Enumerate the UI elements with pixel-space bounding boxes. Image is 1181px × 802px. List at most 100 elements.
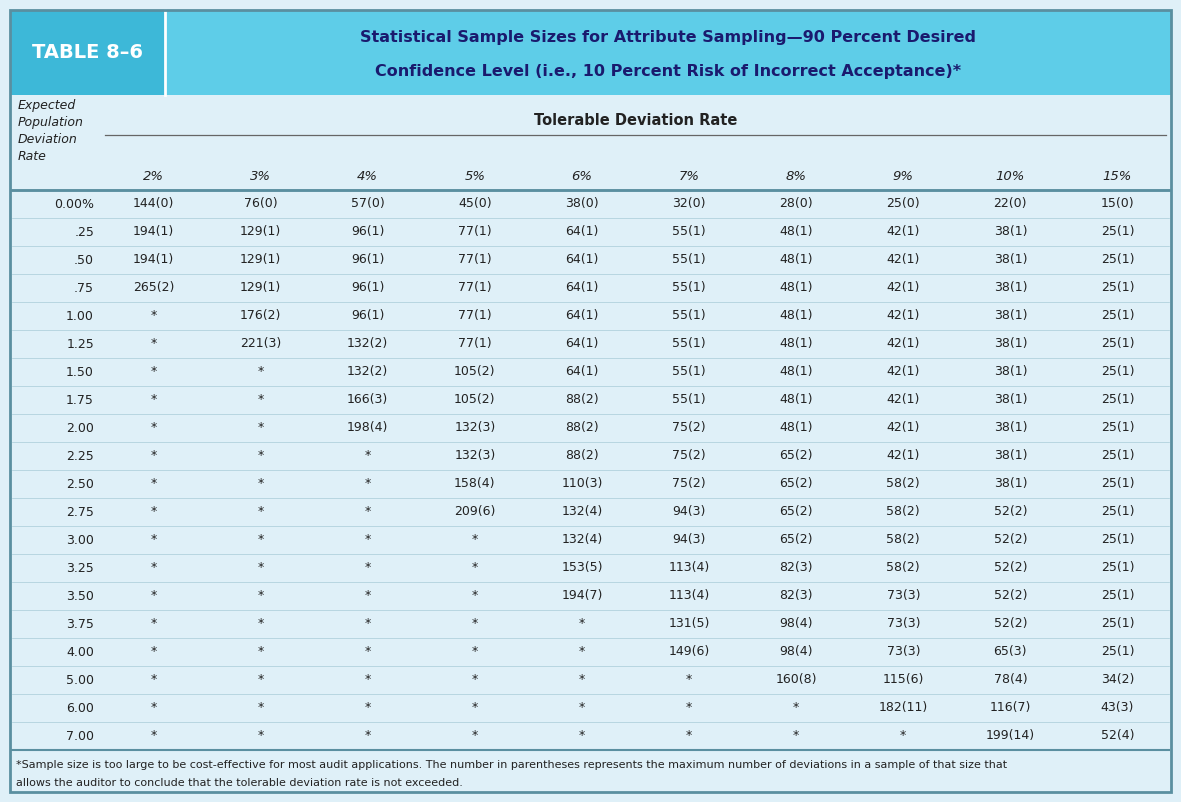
- Text: 25(1): 25(1): [1101, 310, 1134, 322]
- Text: 42(1): 42(1): [887, 449, 920, 463]
- Text: *: *: [471, 561, 478, 574]
- Text: 129(1): 129(1): [240, 225, 281, 238]
- Text: *: *: [365, 702, 371, 715]
- Text: *: *: [257, 646, 263, 658]
- Text: *: *: [471, 533, 478, 546]
- Text: *: *: [150, 338, 157, 350]
- Text: 76(0): 76(0): [243, 197, 278, 210]
- Text: 64(1): 64(1): [566, 282, 599, 294]
- Text: *: *: [365, 533, 371, 546]
- Text: 25(1): 25(1): [1101, 422, 1134, 435]
- Text: 209(6): 209(6): [455, 505, 496, 519]
- Text: *: *: [365, 589, 371, 602]
- Text: 3.00: 3.00: [66, 533, 94, 546]
- Text: 38(1): 38(1): [993, 310, 1027, 322]
- Text: *: *: [365, 449, 371, 463]
- Bar: [9, 10, 165, 95]
- Text: 55(1): 55(1): [672, 310, 706, 322]
- Text: *: *: [257, 449, 263, 463]
- Text: 82(3): 82(3): [779, 561, 813, 574]
- Text: 176(2): 176(2): [240, 310, 281, 322]
- Text: 96(1): 96(1): [351, 253, 385, 266]
- Text: 77(1): 77(1): [458, 253, 491, 266]
- Text: 25(1): 25(1): [1101, 449, 1134, 463]
- Text: 28(0): 28(0): [779, 197, 813, 210]
- Text: 199(14): 199(14): [986, 730, 1035, 743]
- Text: 105(2): 105(2): [455, 366, 496, 379]
- Text: 132(3): 132(3): [455, 422, 496, 435]
- Text: *: *: [150, 561, 157, 574]
- Text: 42(1): 42(1): [887, 310, 920, 322]
- Text: 2.50: 2.50: [66, 477, 94, 491]
- Text: 38(1): 38(1): [993, 253, 1027, 266]
- Text: 182(11): 182(11): [879, 702, 928, 715]
- Text: *: *: [579, 646, 585, 658]
- Text: 65(2): 65(2): [779, 533, 813, 546]
- Text: 55(1): 55(1): [672, 225, 706, 238]
- Text: 115(6): 115(6): [882, 674, 924, 687]
- Text: *: *: [257, 702, 263, 715]
- Text: 48(1): 48(1): [779, 366, 813, 379]
- Text: 64(1): 64(1): [566, 338, 599, 350]
- Text: 75(2): 75(2): [672, 449, 706, 463]
- Text: 5%: 5%: [464, 169, 485, 183]
- Text: *: *: [686, 674, 692, 687]
- Text: *: *: [686, 730, 692, 743]
- Text: 8%: 8%: [785, 169, 807, 183]
- Text: 64(1): 64(1): [566, 225, 599, 238]
- Text: 3%: 3%: [250, 169, 272, 183]
- Text: 88(2): 88(2): [566, 394, 599, 407]
- Text: Tolerable Deviation Rate: Tolerable Deviation Rate: [534, 113, 737, 128]
- Text: *: *: [365, 730, 371, 743]
- Text: 116(7): 116(7): [990, 702, 1031, 715]
- Text: *: *: [257, 366, 263, 379]
- Text: 32(0): 32(0): [672, 197, 706, 210]
- Text: 58(2): 58(2): [887, 561, 920, 574]
- Text: 55(1): 55(1): [672, 366, 706, 379]
- Text: 1.50: 1.50: [66, 366, 94, 379]
- Text: *: *: [150, 618, 157, 630]
- Text: 1.00: 1.00: [66, 310, 94, 322]
- Text: 15%: 15%: [1103, 169, 1133, 183]
- Text: *: *: [579, 618, 585, 630]
- Text: 132(2): 132(2): [347, 366, 389, 379]
- Text: 129(1): 129(1): [240, 282, 281, 294]
- Text: 52(2): 52(2): [993, 561, 1027, 574]
- Text: 25(1): 25(1): [1101, 618, 1134, 630]
- Text: 7%: 7%: [679, 169, 699, 183]
- Text: 64(1): 64(1): [566, 253, 599, 266]
- Text: 94(3): 94(3): [672, 505, 706, 519]
- Text: *: *: [900, 730, 906, 743]
- Text: 96(1): 96(1): [351, 310, 385, 322]
- Text: 65(2): 65(2): [779, 505, 813, 519]
- Text: 158(4): 158(4): [455, 477, 496, 491]
- Text: .25: .25: [74, 225, 94, 238]
- Text: *: *: [471, 646, 478, 658]
- Text: 131(5): 131(5): [668, 618, 710, 630]
- Text: 55(1): 55(1): [672, 282, 706, 294]
- Text: 38(1): 38(1): [993, 338, 1027, 350]
- Text: *: *: [150, 730, 157, 743]
- Text: 132(4): 132(4): [561, 533, 602, 546]
- Text: *: *: [579, 730, 585, 743]
- Text: *: *: [686, 702, 692, 715]
- Text: *: *: [365, 505, 371, 519]
- Text: *: *: [150, 310, 157, 322]
- Text: 42(1): 42(1): [887, 338, 920, 350]
- Text: 52(4): 52(4): [1101, 730, 1134, 743]
- Text: *: *: [365, 561, 371, 574]
- Text: 77(1): 77(1): [458, 338, 491, 350]
- Text: *: *: [150, 366, 157, 379]
- Text: 25(1): 25(1): [1101, 282, 1134, 294]
- Text: 25(0): 25(0): [887, 197, 920, 210]
- Text: *: *: [365, 646, 371, 658]
- Text: *: *: [150, 533, 157, 546]
- Text: *: *: [150, 394, 157, 407]
- Text: *: *: [150, 589, 157, 602]
- Text: *: *: [257, 533, 263, 546]
- Text: 1.75: 1.75: [66, 394, 94, 407]
- Text: 38(1): 38(1): [993, 394, 1027, 407]
- Text: *: *: [150, 505, 157, 519]
- Text: *: *: [257, 505, 263, 519]
- Text: 2.75: 2.75: [66, 505, 94, 519]
